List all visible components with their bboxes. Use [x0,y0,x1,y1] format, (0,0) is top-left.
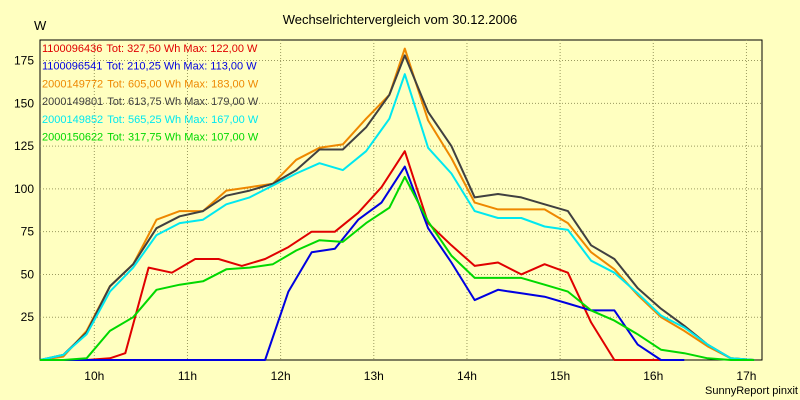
y-tick-label-2: 75 [21,225,35,239]
y-tick-label-4: 125 [14,139,34,153]
legend: 1100096436 Tot: 327,50 Wh Max: 122,00 W11… [42,43,259,144]
x-tick-label-5: 15h [550,369,570,383]
series-line-2000150622 [40,175,755,361]
series-line-2000149852 [39,73,755,361]
legend-entry-2: 2000149772 Tot: 605,00 Wh Max: 183,00 W [42,78,259,90]
legend-stats-1: Tot: 210,25 Wh Max: 113,00 W [106,61,257,73]
x-tick-label-2: 12h [271,369,291,383]
x-tick-label-7: 17h [736,369,756,383]
legend-entry-5: 2000150622 Tot: 317,75 Wh Max: 107,00 W [42,132,259,144]
series-line-2000149801 [39,54,755,361]
legend-serial-1: 1100096541 [42,61,102,73]
chart-title: Wechselrichtervergleich vom 30.12.2006 [283,12,518,27]
y-axis-unit: W [34,18,47,33]
x-tick-label-0: 10h [84,369,104,383]
y-tick-label-5: 150 [14,96,34,110]
legend-entry-0: 1100096436 Tot: 327,50 Wh Max: 122,00 W [42,43,258,55]
y-tick-label-3: 100 [14,182,34,196]
series-lines [39,47,755,361]
series-line-1100096436 [40,150,661,361]
legend-entry-3: 2000149801 Tot: 613,75 Wh Max: 179,00 W [42,96,259,108]
x-tick-label-1: 11h [178,369,197,383]
footer-credit: SunnyReport pinxit [705,385,798,397]
legend-stats-0: Tot: 327,50 Wh Max: 122,00 W [106,43,258,55]
legend-serial-4: 2000149852 [42,114,103,126]
x-tick-label-3: 13h [364,369,384,383]
legend-serial-0: 1100096436 [42,43,102,55]
legend-serial-5: 2000150622 [42,132,103,144]
legend-serial-2: 2000149772 [42,78,103,90]
legend-stats-3: Tot: 613,75 Wh Max: 179,00 W [107,96,259,108]
legend-stats-5: Tot: 317,75 Wh Max: 107,00 W [107,132,259,144]
plot-area [39,39,763,361]
y-axis-ticks: 25 50 75 100 125 150 175 [14,54,34,325]
x-tick-label-6: 16h [643,369,663,383]
legend-entry-4: 2000149852 Tot: 565,25 Wh Max: 167,00 W [42,114,259,126]
x-axis-ticks: 10h 11h 12h 13h 14h 15h 16h 17h [84,369,756,383]
legend-stats-2: Tot: 605,00 Wh Max: 183,00 W [107,78,259,90]
x-tick-label-4: 14h [457,369,477,383]
y-tick-label-6: 175 [14,54,34,68]
legend-entry-1: 1100096541 Tot: 210,25 Wh Max: 113,00 W [42,61,257,73]
legend-stats-4: Tot: 565,25 Wh Max: 167,00 W [107,114,259,126]
y-tick-label-0: 25 [21,310,35,324]
legend-serial-3: 2000149801 [42,96,103,108]
y-tick-label-1: 50 [21,267,35,281]
series-line-1100096541 [40,165,685,361]
